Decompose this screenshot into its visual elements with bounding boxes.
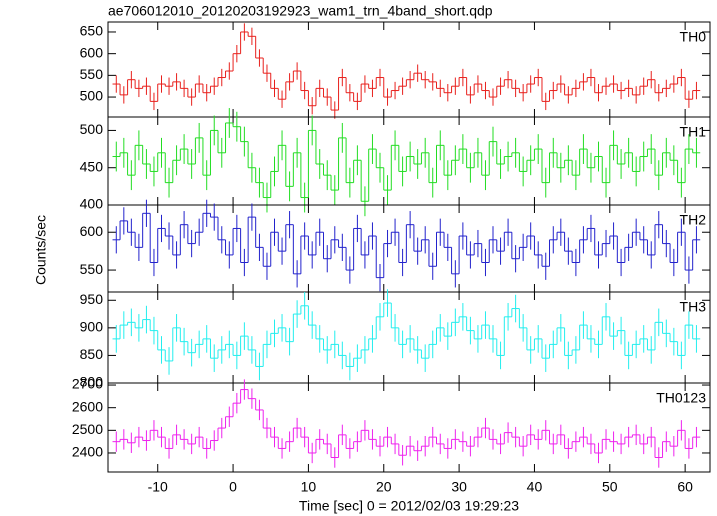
panel-frame bbox=[107, 204, 711, 293]
panel-label: TH2 bbox=[680, 212, 707, 228]
y-tick-label: 900 bbox=[80, 319, 104, 335]
x-tick-label: 60 bbox=[677, 479, 693, 495]
series bbox=[112, 23, 701, 119]
y-tick-label: 550 bbox=[80, 66, 104, 82]
y-tick-label: 2600 bbox=[72, 398, 103, 414]
y-tick-label: 800 bbox=[80, 374, 104, 390]
x-axis-label: Time [sec] 0 = 2012/02/03 19:29:23 bbox=[299, 498, 519, 514]
panel-frame bbox=[107, 382, 711, 473]
series bbox=[112, 108, 701, 217]
series bbox=[112, 379, 701, 468]
y-tick-label: 600 bbox=[80, 44, 104, 60]
x-tick-label: 20 bbox=[376, 479, 392, 495]
panel-label: TH1 bbox=[680, 124, 707, 140]
x-tick-label: 30 bbox=[451, 479, 467, 495]
x-tick-label: 10 bbox=[301, 479, 317, 495]
panel-frame bbox=[107, 116, 711, 206]
y-tick-label: 950 bbox=[80, 291, 104, 307]
y-tick-label: 2700 bbox=[72, 376, 103, 392]
y-tick-label: 500 bbox=[80, 121, 104, 137]
y-tick-label: 400 bbox=[80, 196, 104, 212]
y-tick-label: 500 bbox=[80, 88, 104, 104]
panel-frame bbox=[107, 21, 711, 118]
panel-label: TH0123 bbox=[656, 390, 706, 406]
x-tick-label: 50 bbox=[602, 479, 618, 495]
y-tick-label: 650 bbox=[80, 23, 104, 39]
x-tick-label: 40 bbox=[527, 479, 543, 495]
y-tick-label: 850 bbox=[80, 346, 104, 362]
panel-label: TH0 bbox=[680, 29, 707, 45]
y-axis-label: Counts/sec bbox=[33, 215, 49, 285]
y-tick-label: 2400 bbox=[72, 444, 103, 460]
chart-title: ae706012010_20120203192923_wam1_trn_4ban… bbox=[108, 3, 493, 19]
x-tick-label: 0 bbox=[229, 479, 237, 495]
series bbox=[112, 199, 701, 292]
y-tick-label: 450 bbox=[80, 158, 104, 174]
y-tick-label: 2500 bbox=[72, 421, 103, 437]
y-tick-label: 550 bbox=[80, 261, 104, 277]
series bbox=[112, 289, 701, 381]
y-tick-label: 600 bbox=[80, 223, 104, 239]
panel-frame bbox=[107, 291, 711, 384]
x-tick-label: -10 bbox=[148, 479, 168, 495]
panel-label: TH3 bbox=[680, 299, 707, 315]
